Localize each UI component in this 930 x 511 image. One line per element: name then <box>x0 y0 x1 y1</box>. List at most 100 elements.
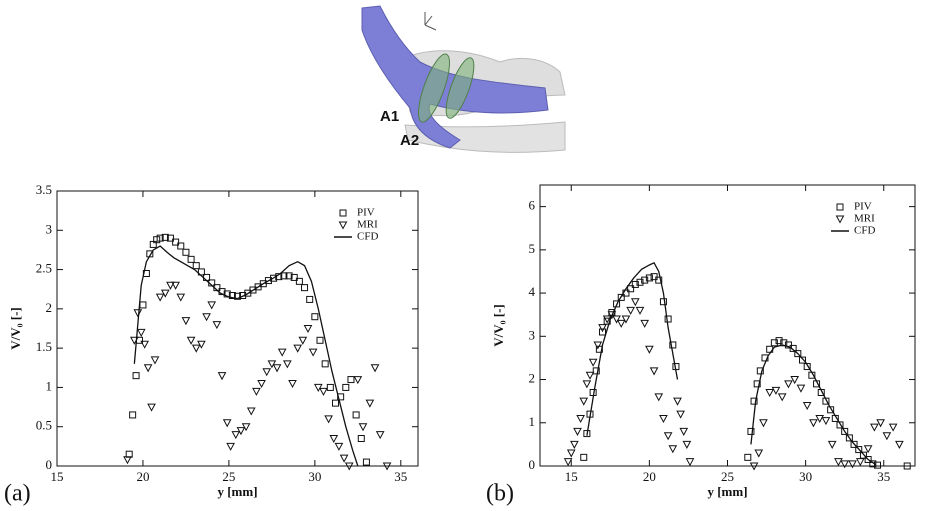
cfd-line <box>586 261 877 466</box>
marker-square <box>645 274 653 282</box>
marker-square <box>187 255 195 263</box>
marker-square <box>592 367 600 375</box>
y-tick-label: 3.5 <box>36 182 52 197</box>
marker-triangle <box>835 215 845 224</box>
legend-label: MRI <box>854 213 875 225</box>
marker-triangle <box>784 380 793 389</box>
marker-square <box>316 336 324 344</box>
marker-triangle <box>759 419 768 428</box>
y-axis-label: V/V₀ [-] <box>491 304 506 347</box>
marker-triangle <box>358 423 368 432</box>
x-tick-label: 15 <box>565 469 578 484</box>
marker-triangle <box>815 414 825 424</box>
marker-triangle <box>659 414 668 424</box>
section-a1 <box>418 53 450 123</box>
marker-triangle <box>147 403 156 412</box>
marker-triangle <box>802 401 812 411</box>
x-tick-label: 35 <box>394 469 407 484</box>
marker-triangle <box>796 384 806 393</box>
marker-triangle <box>882 432 892 441</box>
marker-square <box>855 446 863 454</box>
marker-triangle <box>303 325 313 334</box>
marker-triangle <box>382 462 392 471</box>
marker-triangle <box>267 360 277 369</box>
marker-square <box>192 262 200 270</box>
marker-triangle <box>319 387 328 396</box>
marker-square <box>132 372 140 380</box>
marker-triangle <box>150 356 160 365</box>
marker-square <box>775 337 783 345</box>
marker-triangle <box>123 456 132 465</box>
marker-triangle <box>329 435 339 444</box>
marker-triangle <box>324 415 333 424</box>
marker-triangle <box>765 389 775 398</box>
marker-triangle <box>679 427 689 436</box>
marker-triangle <box>339 454 349 463</box>
x-tick-label: 35 <box>877 469 890 484</box>
marker-triangle <box>598 324 607 333</box>
marker-square <box>172 238 180 246</box>
marker-square <box>850 440 858 448</box>
x-tick-label: 25 <box>721 469 734 484</box>
marker-triangle <box>771 386 781 395</box>
y-tick-label: 3 <box>46 221 53 236</box>
marker-square <box>617 293 625 301</box>
marker-square <box>753 380 761 388</box>
marker-square <box>756 367 764 375</box>
marker-square <box>903 462 911 470</box>
y-tick-label: 2 <box>46 300 53 315</box>
marker-triangle <box>754 449 764 458</box>
marker-square <box>750 397 758 405</box>
legend-label: PIV <box>854 201 872 213</box>
marker-triangle <box>143 364 153 373</box>
marker-square <box>177 242 185 250</box>
marker-triangle <box>602 315 612 324</box>
marker-triangle <box>313 383 323 392</box>
marker-square <box>789 344 797 352</box>
x-axis-label: y [mm] <box>707 484 747 499</box>
marker-triangle <box>133 309 143 318</box>
panel-label: (b) <box>486 481 514 507</box>
marker-square <box>659 298 667 306</box>
marker-square <box>631 280 639 288</box>
marker-triangle <box>635 306 645 315</box>
marker-triangle <box>140 340 150 349</box>
marker-triangle <box>171 281 180 290</box>
marker-square <box>342 383 350 391</box>
marker-square <box>641 276 649 284</box>
marker-triangle <box>685 458 695 467</box>
marker-square <box>799 356 806 364</box>
marker-square <box>827 406 835 414</box>
marker-triangle <box>308 348 318 357</box>
y-tick-label: 0.5 <box>36 418 52 433</box>
y-tick-label: 1 <box>529 414 536 429</box>
marker-triangle <box>573 427 582 436</box>
marker-triangle <box>293 344 303 353</box>
y-tick-label: 4 <box>529 284 536 299</box>
marker-square <box>166 234 174 242</box>
x-tick-label: 20 <box>136 469 149 484</box>
marker-triangle <box>338 221 348 230</box>
marker-square <box>339 209 347 217</box>
marker-triangle <box>272 364 282 373</box>
marker-triangle <box>668 445 678 454</box>
marker-triangle <box>252 387 261 396</box>
marker-triangle <box>353 376 363 385</box>
marker-triangle <box>840 460 850 469</box>
marker-square <box>664 315 672 323</box>
x-tick-label: 15 <box>51 469 64 484</box>
y-tick-label: 0 <box>529 457 536 472</box>
marker-triangle <box>334 442 344 451</box>
marker-square <box>139 301 147 309</box>
marker-square <box>770 339 778 347</box>
marker-triangle <box>663 432 673 441</box>
marker-triangle <box>241 423 251 432</box>
marker-square <box>655 276 663 284</box>
marker-square <box>306 295 314 303</box>
marker-triangle <box>236 427 246 436</box>
marker-triangle <box>863 445 873 454</box>
marker-triangle <box>176 293 186 302</box>
marker-square <box>357 435 365 442</box>
marker-square <box>803 363 811 371</box>
